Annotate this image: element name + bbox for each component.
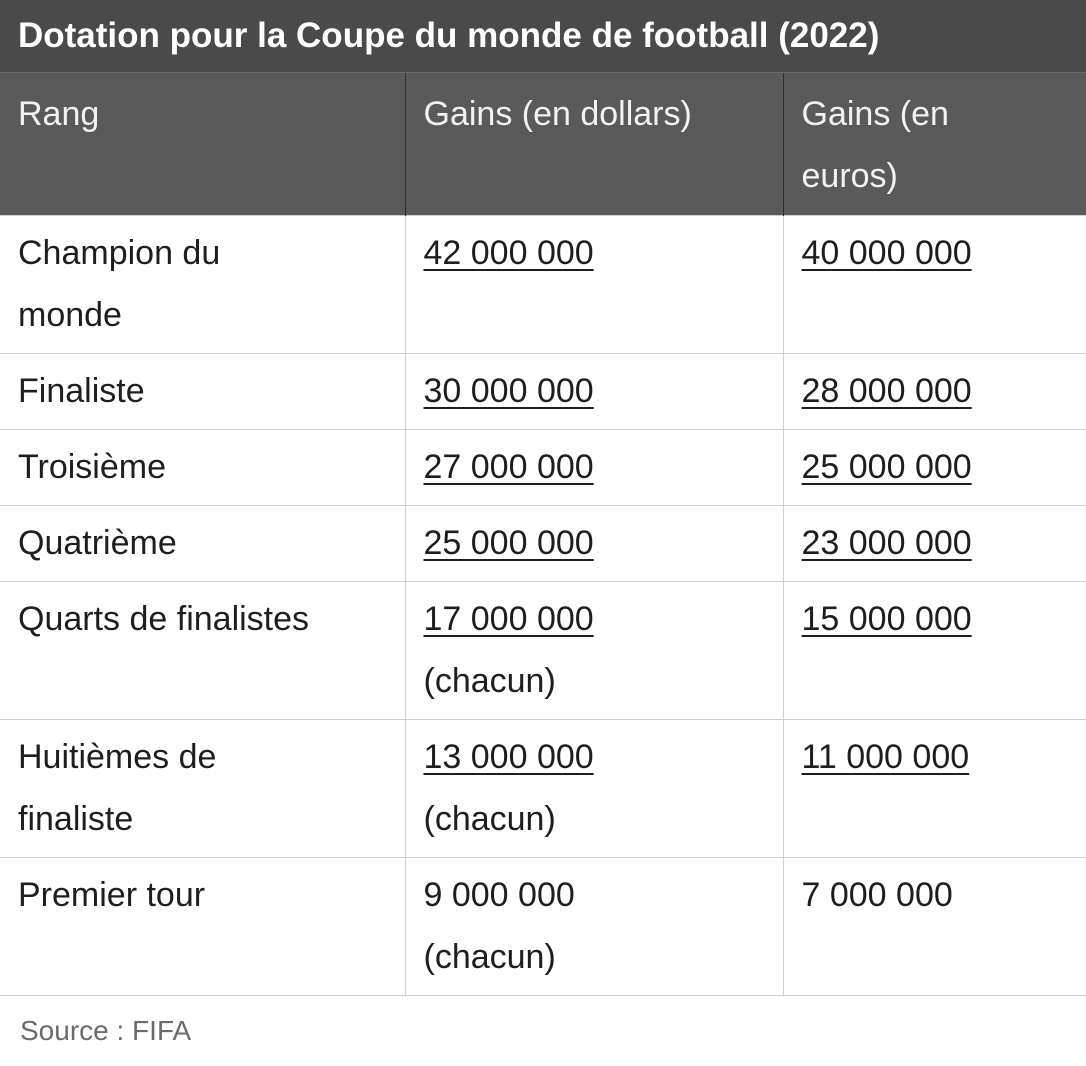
eur-cell: 40 000 000 xyxy=(783,216,1086,354)
rank-label: Finaliste xyxy=(18,372,145,410)
rank-cell: Premier tour xyxy=(0,858,405,996)
usd-amount-link[interactable]: 17 000 000 xyxy=(424,600,594,638)
eur-amount-link[interactable]: 11 000 000 xyxy=(802,738,970,776)
rank-cell: Quarts de finalistes xyxy=(0,582,405,720)
usd-cell: 27 000 000 xyxy=(405,430,783,506)
table-row: Troisième 27 000 000 25 000 000 xyxy=(0,430,1086,506)
rank-cell: Quatrième xyxy=(0,506,405,582)
usd-cell: 9 000 000 (chacun) xyxy=(405,858,783,996)
usd-amount-link[interactable]: 13 000 000 xyxy=(424,738,594,776)
source-note: Source : FIFA xyxy=(0,996,1086,1066)
usd-note: (chacun) xyxy=(424,800,556,838)
table-title: Dotation pour la Coupe du monde de footb… xyxy=(0,0,1086,73)
source-row: Source : FIFA xyxy=(0,996,1086,1066)
rank-label: Premier tour xyxy=(18,876,205,914)
title-row: Dotation pour la Coupe du monde de footb… xyxy=(0,0,1086,73)
usd-cell: 17 000 000 (chacun) xyxy=(405,582,783,720)
eur-cell: 28 000 000 xyxy=(783,354,1086,430)
rank-cell: Finaliste xyxy=(0,354,405,430)
header-eur-line1: Gains (en xyxy=(802,95,949,133)
rank-cell: Troisième xyxy=(0,430,405,506)
rank-label-line2: monde xyxy=(18,296,122,334)
rank-label: Troisième xyxy=(18,448,166,486)
usd-amount-link[interactable]: 42 000 000 xyxy=(424,234,594,272)
usd-cell: 30 000 000 xyxy=(405,354,783,430)
eur-amount-link[interactable]: 15 000 000 xyxy=(802,600,972,638)
usd-amount-link[interactable]: 25 000 000 xyxy=(424,524,594,562)
table-row: Premier tour 9 000 000 (chacun) 7 000 000 xyxy=(0,858,1086,996)
table-row: Quatrième 25 000 000 23 000 000 xyxy=(0,506,1086,582)
eur-amount-link[interactable]: 25 000 000 xyxy=(802,448,972,486)
eur-amount-link[interactable]: 40 000 000 xyxy=(802,234,972,272)
header-eur: Gains (en euros) xyxy=(783,73,1086,216)
table-row: Finaliste 30 000 000 28 000 000 xyxy=(0,354,1086,430)
rank-cell: Champion du monde xyxy=(0,216,405,354)
header-row: Rang Gains (en dollars) Gains (en euros) xyxy=(0,73,1086,216)
eur-amount-link[interactable]: 28 000 000 xyxy=(802,372,972,410)
usd-cell: 13 000 000 (chacun) xyxy=(405,720,783,858)
eur-cell: 23 000 000 xyxy=(783,506,1086,582)
eur-cell: 25 000 000 xyxy=(783,430,1086,506)
rank-label: Quarts de finalistes xyxy=(18,600,309,638)
rank-label: Huitièmes de xyxy=(18,738,216,776)
rank-label: Champion du xyxy=(18,234,220,272)
eur-cell: 15 000 000 xyxy=(783,582,1086,720)
usd-cell: 25 000 000 xyxy=(405,506,783,582)
header-eur-line2: euros) xyxy=(802,157,898,195)
table-row: Champion du monde 42 000 000 40 000 000 xyxy=(0,216,1086,354)
usd-cell: 42 000 000 xyxy=(405,216,783,354)
usd-amount-link[interactable]: 27 000 000 xyxy=(424,448,594,486)
eur-amount: 7 000 000 xyxy=(802,876,953,914)
rank-label-line2: finaliste xyxy=(18,800,133,838)
usd-amount: 9 000 000 xyxy=(424,876,575,914)
header-rank: Rang xyxy=(0,73,405,216)
usd-note: (chacun) xyxy=(424,662,556,700)
eur-amount-link[interactable]: 23 000 000 xyxy=(802,524,972,562)
usd-note: (chacun) xyxy=(424,938,556,976)
eur-cell: 7 000 000 xyxy=(783,858,1086,996)
header-usd: Gains (en dollars) xyxy=(405,73,783,216)
eur-cell: 11 000 000 xyxy=(783,720,1086,858)
usd-amount-link[interactable]: 30 000 000 xyxy=(424,372,594,410)
rank-label: Quatrième xyxy=(18,524,177,562)
table-row: Huitièmes de finaliste 13 000 000 (chacun)… xyxy=(0,720,1086,858)
table-row: Quarts de finalistes 17 000 000(chacun) … xyxy=(0,582,1086,720)
rank-cell: Huitièmes de finaliste xyxy=(0,720,405,858)
